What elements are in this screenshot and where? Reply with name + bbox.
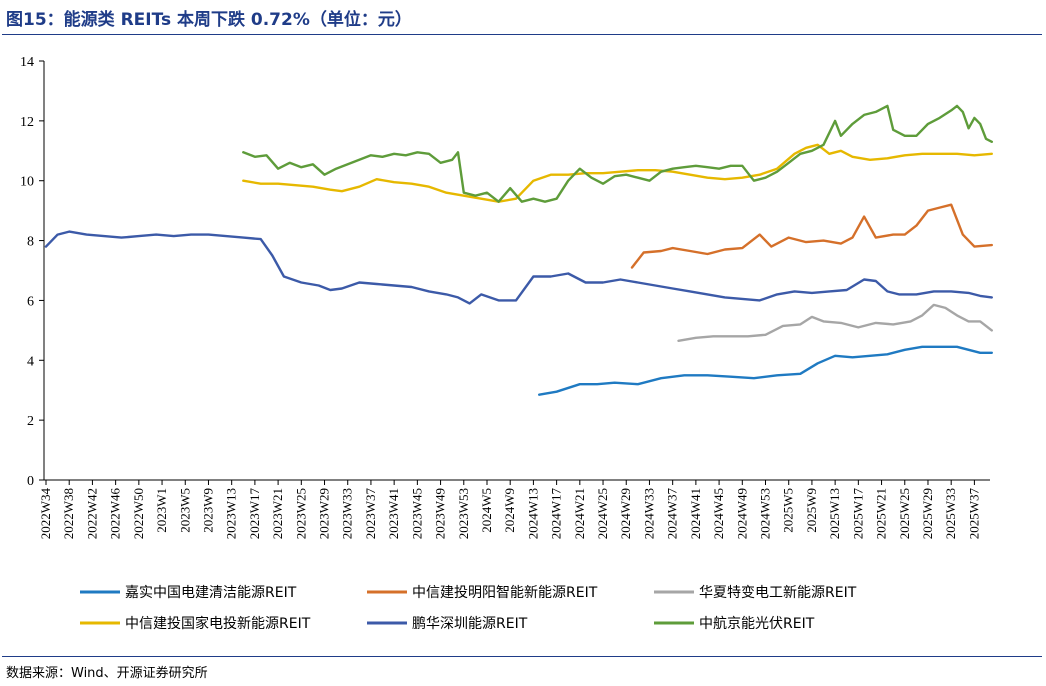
x-tick-label: 2024W17 (549, 488, 564, 540)
y-tick-label: 8 (27, 235, 34, 250)
x-tick-label: 2024W37 (665, 488, 680, 540)
line-chart: 0 2 4 6 8 10 12 14 2022W34 2022W38 2022W42 2022W46 2… (20, 55, 993, 632)
y-tick-label: 0 (27, 474, 34, 489)
x-tick-label: 2025W21 (874, 488, 889, 539)
source-rule (2, 656, 1042, 657)
x-tick-label: 2024W53 (758, 488, 773, 539)
legend-label-2: 中信建投明阳智能新能源REIT (412, 585, 598, 601)
x-tick-label: 2022W38 (61, 488, 76, 539)
series-line-1 (538, 345, 993, 396)
x-tick-label: 2022W46 (108, 488, 123, 540)
x-tick-label: 2022W50 (131, 488, 146, 539)
y-tick-label: 12 (20, 115, 34, 130)
x-tick-label: 2022W42 (84, 488, 99, 539)
legend-label-3: 华夏特变电工新能源REIT (699, 585, 857, 601)
x-tick-label: 2023W37 (363, 488, 378, 540)
legend-label-4: 中信建投国家电投新能源REIT (125, 615, 311, 632)
x-tick-label: 2025W33 (943, 488, 958, 539)
y-tick-label: 4 (27, 354, 34, 369)
y-tick-label: 10 (20, 175, 34, 190)
x-tick-label: 2023W1 (154, 488, 169, 533)
x-tick-label: 2025W13 (827, 488, 842, 539)
legend-label-5: 鹏华深圳能源REIT (412, 616, 528, 632)
x-tick-label: 2025W37 (966, 488, 981, 540)
series-line-3 (677, 303, 993, 342)
x-tick-label: 2024W49 (734, 488, 749, 539)
series-line-5 (44, 230, 993, 305)
chart-legend: 嘉实中国电建清洁能源REIT 中信建投明阳智能新能源REIT 华夏特变电工新能源RE… (80, 585, 857, 632)
x-tick-label: 2023W41 (386, 488, 401, 539)
x-tick-label: 2023W17 (247, 488, 262, 540)
x-tick-label: 2025W9 (804, 488, 819, 533)
x-tick-label: 2025W5 (781, 488, 796, 533)
x-tick-label: 2024W13 (525, 488, 540, 539)
y-tick-label: 6 (27, 294, 34, 309)
series-line-4 (242, 143, 993, 203)
legend-label-1: 嘉实中国电建清洁能源REIT (125, 585, 297, 601)
y-tick-label: 2 (27, 414, 34, 429)
x-tick-label: 2023W5 (177, 488, 192, 533)
chart-title: 图15：能源类 REITs 本周下跌 0.72%（单位：元） (6, 10, 412, 30)
chart-series-lines (44, 104, 993, 396)
legend-label-6: 中航京能光伏REIT (699, 616, 815, 632)
x-tick-label: 2024W33 (641, 488, 656, 539)
x-tick-label: 2023W33 (340, 488, 355, 539)
x-tick-label: 2023W13 (224, 488, 239, 539)
x-tick-label: 2023W9 (200, 488, 215, 533)
x-tick-label: 2024W29 (618, 488, 633, 539)
x-tick-label: 2024W25 (595, 488, 610, 539)
x-tick-label: 2023W21 (270, 488, 285, 539)
x-tick-label: 2024W45 (711, 488, 726, 539)
x-tick-label: 2024W9 (502, 488, 517, 533)
x-tick-label: 2024W21 (572, 488, 587, 539)
y-tick-label: 14 (20, 55, 34, 70)
series-line-6 (242, 104, 993, 203)
x-tick-label: 2025W17 (850, 488, 865, 540)
x-tick-label: 2024W5 (479, 488, 494, 533)
x-tick-label: 2025W25 (897, 488, 912, 539)
x-tick-label: 2025W29 (920, 488, 935, 539)
x-tick-label: 2024W41 (688, 488, 703, 539)
x-tick-label: 2023W45 (409, 488, 424, 539)
x-tick-label: 2023W25 (293, 488, 308, 539)
title-rule (2, 34, 1042, 35)
x-tick-label: 2022W34 (38, 488, 53, 540)
series-line-2 (630, 203, 993, 269)
x-tick-label: 2023W29 (317, 488, 332, 539)
source-note: 数据来源：Wind、开源证券研究所 (6, 666, 208, 681)
x-tick-label: 2023W53 (456, 488, 471, 539)
chart-axes: 0 2 4 6 8 10 12 14 2022W34 2022W38 2022W42 2022W46 2… (20, 55, 990, 539)
x-tick-label: 2023W49 (433, 488, 448, 539)
